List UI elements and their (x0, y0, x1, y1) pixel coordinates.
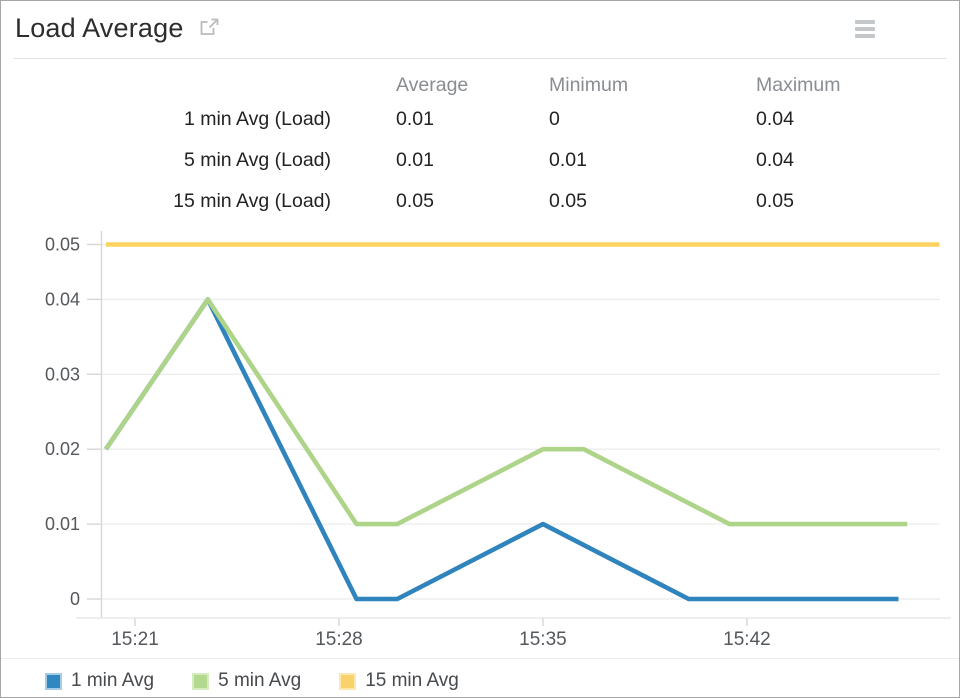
x-axis-label: 15:28 (315, 629, 363, 650)
value-5min-avg: 0.01 (396, 149, 434, 171)
col-header-average: Average (396, 74, 469, 96)
legend-swatch-15-min-avg (339, 672, 357, 690)
value-15min-min: 0.05 (549, 190, 587, 212)
value-15min-avg: 0.05 (396, 190, 434, 212)
header-divider (13, 58, 947, 59)
menu-icon[interactable] (855, 20, 875, 41)
value-5min-min: 0.01 (549, 149, 587, 171)
menu-bar (855, 27, 875, 31)
value-15min-max: 0.05 (756, 190, 794, 212)
y-axis-label: 0.02 (45, 439, 80, 459)
chart-legend: 1 min Avg 5 min Avg 15 min Avg (1, 665, 959, 697)
external-link-icon[interactable] (198, 15, 221, 43)
row-label-1min: 1 min Avg (Load) (183, 108, 331, 130)
y-axis-label: 0.01 (45, 514, 80, 534)
y-axis-label: 0 (70, 589, 80, 609)
x-axis-label: 15:42 (723, 629, 771, 650)
row-label-15min: 15 min Avg (Load) (173, 190, 331, 212)
col-header-minimum: Minimum (549, 74, 629, 96)
widget-header: Load Average (15, 12, 221, 44)
load-average-line-chart: 0 0.01 0.02 0.03 0.04 0.05 15:21 15:28 15:35 15:4… (45, 231, 951, 650)
legend-swatch-5-min-avg (192, 672, 210, 690)
y-axis-label: 0.04 (45, 289, 80, 309)
y-axis-label: 0.05 (45, 235, 80, 255)
legend-label-15-min-avg: 15 min Avg (365, 670, 459, 691)
legend-swatch-1-min-avg (45, 672, 62, 690)
legend-label-5-min-avg: 5 min Avg (218, 670, 302, 691)
value-1min-min: 0 (549, 108, 560, 130)
col-header-maximum: Maximum (756, 74, 841, 96)
menu-bar (855, 20, 875, 24)
series-line-5-min-avg (103, 297, 908, 527)
legend-divider (1, 658, 959, 659)
value-1min-max: 0.04 (756, 108, 794, 130)
x-axis-label: 15:21 (111, 629, 159, 650)
legend-item-15-min-avg[interactable]: 15 min Avg (339, 670, 459, 692)
x-axis-label: 15:35 (519, 629, 567, 650)
page-title: Load Average (15, 13, 184, 43)
stats-table: Average Minimum Maximum 1 min Avg (Load)… (1, 73, 959, 222)
y-axis-label: 0.03 (45, 364, 80, 384)
value-5min-max: 0.04 (756, 149, 794, 171)
stats-corner-cell (1, 73, 331, 99)
row-label-5min: 5 min Avg (Load) (183, 149, 331, 171)
menu-bar (855, 34, 875, 38)
legend-item-5-min-avg[interactable]: 5 min Avg (192, 670, 301, 692)
legend-item-1-min-avg[interactable]: 1 min Avg (45, 670, 154, 692)
value-1min-avg: 0.01 (396, 108, 434, 130)
legend-label-1-min-avg: 1 min Avg (71, 670, 155, 691)
